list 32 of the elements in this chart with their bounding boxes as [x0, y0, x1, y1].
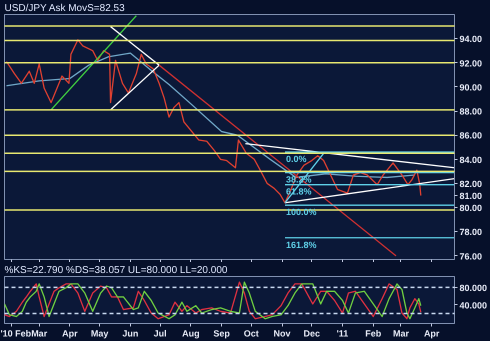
y-tick-label: 78.00	[460, 227, 482, 238]
x-tick-label: Mar	[31, 328, 48, 338]
x-tick-label: Mar	[392, 328, 410, 338]
chart-title: USD/JPY Ask MovS=82.53	[4, 3, 126, 14]
x-tick-label: Feb	[365, 328, 382, 338]
y-tick-label: 88.00	[460, 106, 482, 117]
y-tick-label: 40.000	[460, 300, 488, 310]
series-label: 0.0%	[286, 154, 307, 164]
x-tick-label: May	[90, 328, 108, 338]
x-tick-label: '10 Feb	[0, 328, 32, 338]
x-tick-label: Oct	[244, 328, 259, 338]
chart-title: %KS=22.790 %DS=38.057 UL=80.000 LL=20.000	[4, 265, 228, 276]
y-tick-label: 80.000	[460, 282, 488, 293]
series-label: 161.8%	[286, 240, 317, 250]
y-tick-label: 94.00	[460, 34, 482, 44]
x-tick-label: Dec	[304, 328, 320, 338]
x-tick-label: Apr	[62, 328, 78, 338]
x-tick-label: Aug	[182, 328, 200, 338]
y-tick-label: 90.00	[460, 82, 482, 92]
y-tick-label: 92.00	[460, 58, 482, 68]
x-tick-label: Nov	[274, 328, 291, 338]
x-tick-label: Jun	[122, 328, 138, 338]
y-tick-label: 80.00	[460, 203, 482, 214]
x-tick-label: '11	[336, 328, 348, 338]
y-tick-label: 76.00	[460, 251, 482, 262]
y-tick-label: 84.00	[460, 154, 482, 165]
x-tick-label: Apr	[424, 328, 440, 338]
y-tick-label: 81.00	[460, 191, 482, 202]
y-tick-label: 82.00	[460, 178, 482, 189]
x-tick-label: Sep	[213, 328, 230, 338]
y-tick-label: 86.00	[460, 130, 482, 141]
x-tick-label: Jul	[154, 328, 167, 338]
